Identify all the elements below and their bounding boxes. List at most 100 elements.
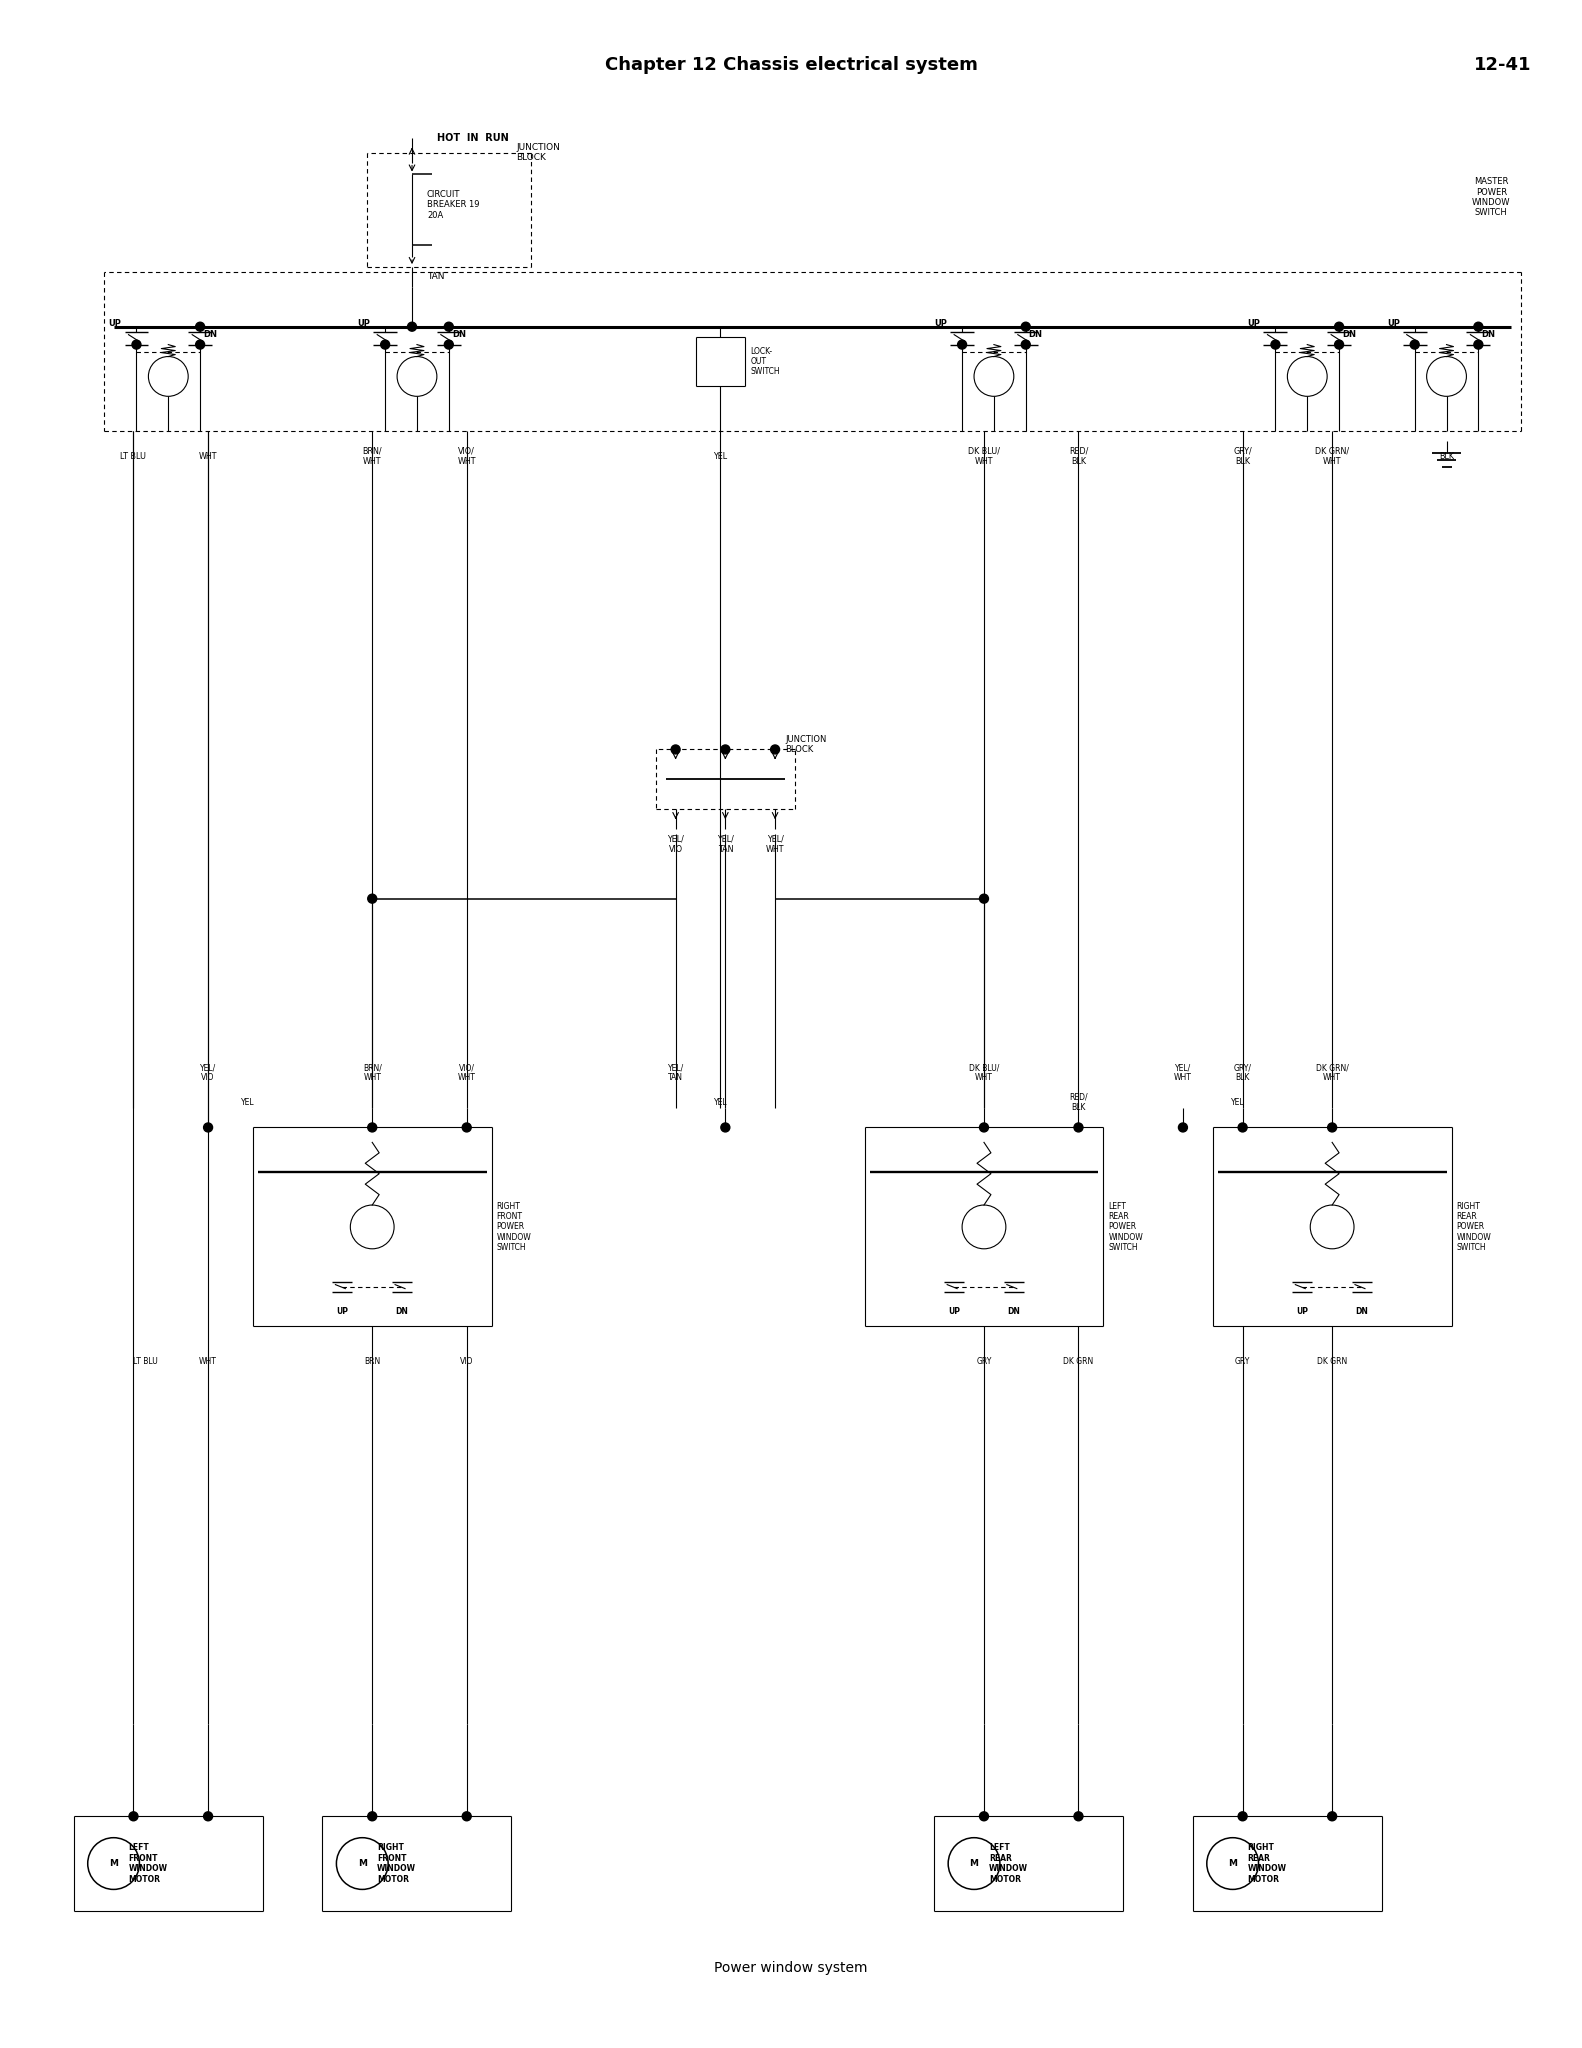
- Circle shape: [367, 895, 377, 903]
- Circle shape: [367, 1812, 377, 1821]
- Text: LOCK-
OUT
SWITCH: LOCK- OUT SWITCH: [750, 346, 780, 377]
- Circle shape: [1474, 322, 1482, 332]
- Text: HOT  IN  RUN: HOT IN RUN: [437, 133, 509, 143]
- Text: BRN/
WHT: BRN/ WHT: [362, 446, 381, 465]
- Circle shape: [1022, 340, 1030, 348]
- Text: UP: UP: [109, 319, 122, 328]
- Text: DK GRN/
WHT: DK GRN/ WHT: [1316, 1063, 1348, 1083]
- Text: YEL/
WHT: YEL/ WHT: [766, 834, 785, 854]
- Text: M: M: [1228, 1860, 1237, 1868]
- Circle shape: [196, 340, 204, 348]
- Text: DK GRN/
WHT: DK GRN/ WHT: [1315, 446, 1349, 465]
- Text: YEL: YEL: [1231, 1098, 1245, 1108]
- Text: YEL/
TAN: YEL/ TAN: [668, 1063, 683, 1083]
- Text: YEL: YEL: [713, 1098, 728, 1108]
- Circle shape: [1327, 1812, 1337, 1821]
- Text: GRY/
BLK: GRY/ BLK: [1234, 1063, 1251, 1083]
- Text: DN: DN: [202, 330, 217, 340]
- Text: RED/
BLK: RED/ BLK: [1069, 446, 1088, 465]
- Circle shape: [1239, 1122, 1247, 1133]
- Circle shape: [408, 322, 416, 332]
- Circle shape: [445, 340, 454, 348]
- Text: GRY: GRY: [976, 1356, 992, 1366]
- Text: TAN: TAN: [427, 272, 445, 281]
- Text: UP: UP: [948, 1307, 960, 1317]
- Text: WHT: WHT: [199, 451, 217, 461]
- Circle shape: [721, 1122, 729, 1133]
- Text: DN: DN: [1008, 1307, 1020, 1317]
- Text: GRY: GRY: [1236, 1356, 1250, 1366]
- Text: UP: UP: [337, 1307, 348, 1317]
- Text: BRN/
WHT: BRN/ WHT: [362, 1063, 381, 1083]
- Text: YEL/
VIO: YEL/ VIO: [668, 834, 683, 854]
- Text: M: M: [970, 1860, 979, 1868]
- Text: VIO/
WHT: VIO/ WHT: [457, 1063, 476, 1083]
- Text: YEL: YEL: [713, 451, 728, 461]
- Circle shape: [196, 322, 204, 332]
- Circle shape: [979, 895, 989, 903]
- Text: BLK: BLK: [1440, 451, 1454, 461]
- Text: UP: UP: [1387, 319, 1400, 328]
- Text: DK GRN: DK GRN: [1316, 1356, 1348, 1366]
- Text: YEL: YEL: [240, 1098, 255, 1108]
- Circle shape: [770, 745, 780, 754]
- Circle shape: [1474, 340, 1482, 348]
- Circle shape: [979, 1122, 989, 1133]
- Text: UP: UP: [935, 319, 948, 328]
- Text: RIGHT
REAR
POWER
WINDOW
SWITCH: RIGHT REAR POWER WINDOW SWITCH: [1457, 1202, 1492, 1251]
- Circle shape: [1410, 340, 1419, 348]
- Text: BRN: BRN: [364, 1356, 380, 1366]
- Text: YEL/
TAN: YEL/ TAN: [717, 834, 734, 854]
- Text: JUNCTION
BLOCK: JUNCTION BLOCK: [785, 735, 826, 754]
- Text: Chapter 12 Chassis electrical system: Chapter 12 Chassis electrical system: [604, 55, 978, 74]
- Circle shape: [462, 1812, 471, 1821]
- Text: LT BLU: LT BLU: [133, 1356, 158, 1366]
- Circle shape: [1270, 340, 1280, 348]
- Circle shape: [1335, 322, 1343, 332]
- Text: VIO: VIO: [460, 1356, 473, 1366]
- Circle shape: [445, 322, 454, 332]
- Circle shape: [1022, 322, 1030, 332]
- Text: RIGHT
FRONT
POWER
WINDOW
SWITCH: RIGHT FRONT POWER WINDOW SWITCH: [497, 1202, 532, 1251]
- Circle shape: [1327, 1122, 1337, 1133]
- Text: DN: DN: [452, 330, 465, 340]
- Text: DK BLU/
WHT: DK BLU/ WHT: [968, 446, 1000, 465]
- Circle shape: [1074, 1122, 1084, 1133]
- Circle shape: [381, 340, 389, 348]
- Text: CIRCUIT
BREAKER 19
20A: CIRCUIT BREAKER 19 20A: [427, 190, 479, 219]
- Text: WHT: WHT: [199, 1356, 217, 1366]
- Text: UP: UP: [358, 319, 370, 328]
- Text: DN: DN: [1356, 1307, 1368, 1317]
- Text: Power window system: Power window system: [713, 1962, 869, 1974]
- Circle shape: [721, 745, 729, 754]
- Text: 12-41: 12-41: [1473, 55, 1531, 74]
- Text: JUNCTION
BLOCK: JUNCTION BLOCK: [516, 143, 560, 162]
- Text: LEFT
REAR
POWER
WINDOW
SWITCH: LEFT REAR POWER WINDOW SWITCH: [1109, 1202, 1144, 1251]
- Text: DN: DN: [1342, 330, 1356, 340]
- Text: VIO/
WHT: VIO/ WHT: [457, 446, 476, 465]
- Text: RED/
BLK: RED/ BLK: [1069, 1094, 1088, 1112]
- Circle shape: [1074, 1812, 1084, 1821]
- Text: DK BLU/
WHT: DK BLU/ WHT: [968, 1063, 1000, 1083]
- Circle shape: [462, 1122, 471, 1133]
- Text: DN: DN: [1028, 330, 1043, 340]
- Text: YEL/
VIO: YEL/ VIO: [199, 1063, 217, 1083]
- Text: MASTER
POWER
WINDOW
SWITCH: MASTER POWER WINDOW SWITCH: [1471, 178, 1511, 217]
- Circle shape: [131, 340, 141, 348]
- Text: GRY/
BLK: GRY/ BLK: [1234, 446, 1251, 465]
- Circle shape: [130, 1812, 138, 1821]
- Circle shape: [1239, 1812, 1247, 1821]
- Text: M: M: [109, 1860, 119, 1868]
- Text: DN: DN: [396, 1307, 408, 1317]
- Circle shape: [1335, 340, 1343, 348]
- Circle shape: [204, 1122, 212, 1133]
- Text: RIGHT
REAR
WINDOW
MOTOR: RIGHT REAR WINDOW MOTOR: [1248, 1843, 1286, 1884]
- Text: DN: DN: [1481, 330, 1495, 340]
- Circle shape: [204, 1812, 212, 1821]
- Text: DK GRN: DK GRN: [1063, 1356, 1093, 1366]
- Circle shape: [957, 340, 967, 348]
- Text: LEFT
REAR
WINDOW
MOTOR: LEFT REAR WINDOW MOTOR: [989, 1843, 1028, 1884]
- Circle shape: [1179, 1122, 1188, 1133]
- Text: LT BLU: LT BLU: [120, 451, 147, 461]
- Circle shape: [367, 1122, 377, 1133]
